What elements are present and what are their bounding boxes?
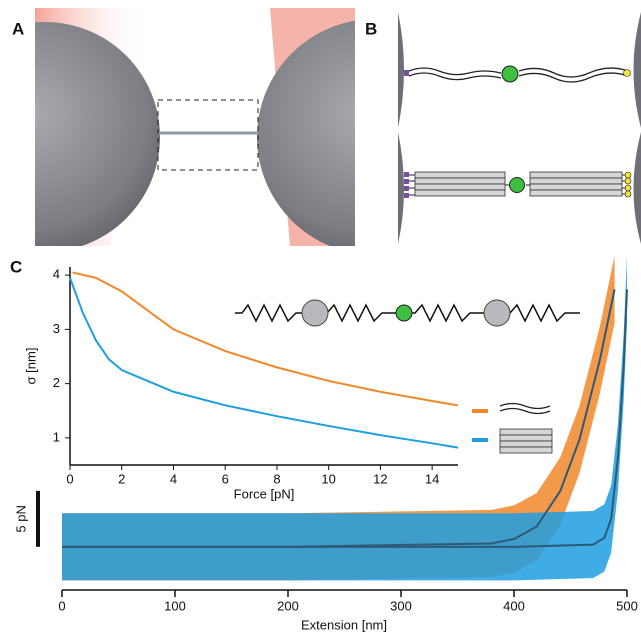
x-tick-label: 12	[373, 471, 387, 486]
legend-icon	[499, 402, 551, 415]
series-line	[72, 271, 459, 407]
series-line	[69, 277, 459, 449]
y-tick-label: 3	[53, 321, 60, 336]
panel-label: C	[10, 257, 22, 276]
trap-illustration	[35, 8, 355, 246]
x-tick-label: 500	[616, 598, 638, 613]
fit-line	[62, 289, 628, 548]
panel-label: A	[12, 19, 24, 38]
fit-line	[62, 289, 616, 548]
scale-bar-label: 5 pN	[13, 505, 28, 532]
y-tick-label: 4	[53, 267, 60, 282]
x-axis-label: Force [pN]	[234, 486, 295, 501]
x-tick-label: 2	[118, 471, 125, 486]
panel-label: B	[365, 19, 377, 38]
x-tick-label: 6	[222, 471, 229, 486]
x-tick-label: 400	[503, 598, 525, 613]
x-tick-label: 4	[170, 471, 177, 486]
x-tick-label: 0	[66, 471, 73, 486]
legend-icon	[499, 428, 553, 436]
y-axis-label: σ [nm]	[23, 348, 38, 385]
construct-illustration	[398, 12, 641, 244]
x-tick-label: 14	[425, 471, 439, 486]
y-tick-label: 2	[53, 375, 60, 390]
x-tick-label: 300	[390, 598, 412, 613]
legend-icon	[499, 446, 553, 454]
x-tick-label: 200	[277, 598, 299, 613]
y-tick-label: 1	[53, 429, 60, 444]
x-tick-label: 10	[321, 471, 335, 486]
legend-icon	[499, 440, 553, 448]
x-tick-label: 8	[273, 471, 280, 486]
noise-band	[62, 255, 627, 581]
x-tick-label: 100	[164, 598, 186, 613]
chain-illustration	[235, 299, 580, 327]
x-axis-label: Extension [nm]	[301, 617, 387, 632]
legend-icon	[499, 434, 553, 442]
x-tick-label: 0	[58, 598, 65, 613]
